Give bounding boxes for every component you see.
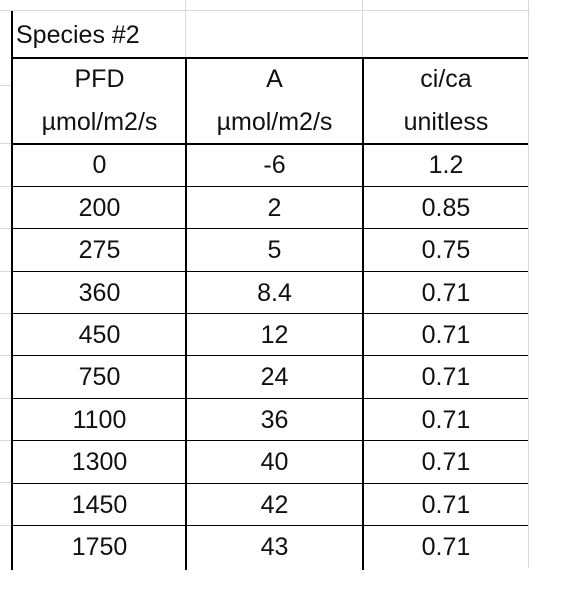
cell-a[interactable]: 24 (260, 362, 289, 391)
gridline (0, 186, 12, 187)
cell-ci-ca[interactable]: 1.2 (428, 150, 464, 179)
cell-a[interactable]: 12 (260, 320, 289, 349)
gridline (0, 398, 12, 399)
cell-pfd[interactable]: 1450 (71, 490, 128, 519)
gridline (0, 525, 12, 526)
cell-a[interactable]: 43 (260, 532, 289, 561)
cell-pfd[interactable]: 450 (78, 320, 121, 349)
unit-a[interactable]: µmol/m2/s (216, 107, 333, 136)
header-a[interactable]: A (266, 64, 283, 93)
cell-ci-ca[interactable]: 0.71 (421, 278, 471, 307)
table-border-left (11, 11, 13, 570)
gridline (0, 10, 530, 11)
row-divider (11, 440, 528, 441)
cell-ci-ca[interactable]: 0.85 (421, 193, 471, 222)
gridline (185, 0, 186, 58)
cell-pfd[interactable]: 360 (78, 278, 121, 307)
row-divider (11, 313, 528, 314)
cell-pfd[interactable]: 0 (92, 150, 107, 179)
gridline (0, 355, 12, 356)
cell-a[interactable]: 8.4 (257, 278, 292, 307)
cell-pfd[interactable]: 200 (78, 193, 121, 222)
unit-ci-ca[interactable]: unitless (403, 107, 489, 136)
gridline (0, 143, 12, 144)
cell-pfd[interactable]: 750 (78, 362, 121, 391)
row-divider (11, 228, 528, 229)
cell-a[interactable]: 5 (267, 235, 282, 264)
gridline (0, 85, 12, 86)
cell-a[interactable]: 36 (260, 405, 289, 434)
cell-a[interactable]: -6 (263, 150, 286, 179)
cell-pfd[interactable]: 1300 (71, 447, 128, 476)
gridline (0, 313, 12, 314)
cell-a[interactable]: 42 (260, 490, 289, 519)
row-divider (11, 355, 528, 356)
row-divider (11, 271, 528, 272)
cell-ci-ca[interactable]: 0.71 (421, 362, 471, 391)
row-divider (11, 483, 528, 484)
cell-ci-ca[interactable]: 0.71 (421, 405, 471, 434)
gridline (0, 482, 12, 483)
table-border-top (11, 57, 528, 59)
header-ci-ca[interactable]: ci/ca (420, 64, 472, 93)
header-divider (11, 143, 528, 145)
cell-pfd[interactable]: 275 (78, 235, 121, 264)
cell-ci-ca[interactable]: 0.71 (421, 320, 471, 349)
cell-pfd[interactable]: 1100 (72, 405, 127, 434)
unit-pfd[interactable]: µmol/m2/s (41, 107, 158, 136)
row-divider (11, 398, 528, 399)
cell-ci-ca[interactable]: 0.71 (421, 447, 471, 476)
gridline (0, 440, 12, 441)
gridline (0, 271, 12, 272)
row-divider (11, 186, 528, 187)
cell-ci-ca[interactable]: 0.71 (421, 532, 471, 561)
row-divider (11, 525, 528, 526)
gridline (528, 0, 529, 568)
header-pfd[interactable]: PFD (74, 64, 125, 93)
cell-pfd[interactable]: 1750 (71, 532, 128, 561)
gridline (362, 0, 363, 58)
cell-a[interactable]: 2 (267, 193, 282, 222)
cell-ci-ca[interactable]: 0.71 (421, 490, 471, 519)
species-title-cell[interactable]: Species #2 (16, 20, 140, 49)
cell-ci-ca[interactable]: 0.75 (421, 235, 471, 264)
cell-a[interactable]: 40 (260, 447, 289, 476)
gridline (0, 228, 12, 229)
